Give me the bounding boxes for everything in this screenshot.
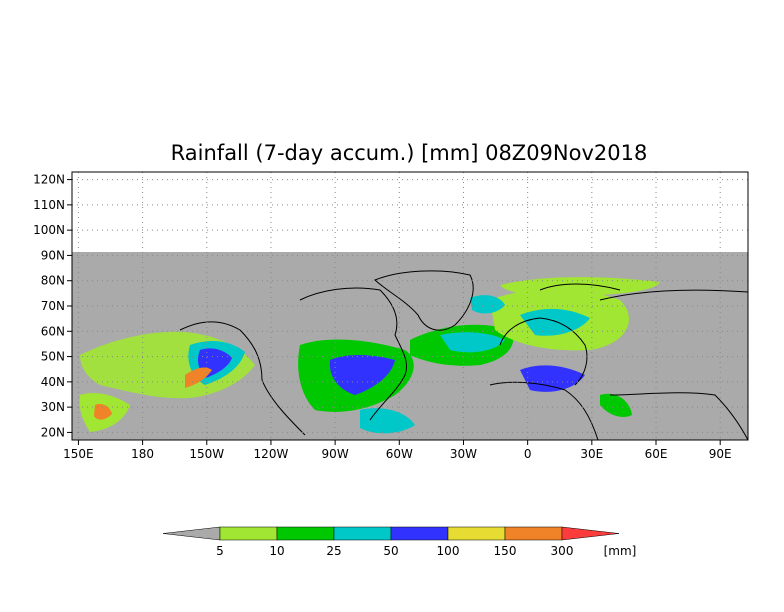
legend-swatch	[219, 526, 278, 541]
legend-threshold-label: 25	[326, 544, 341, 558]
coastline-europe	[499, 283, 621, 386]
lon-tick-label: 120W	[254, 447, 289, 461]
lat-tick-label: 110N	[33, 198, 65, 212]
lat-tick-label: 80N	[41, 274, 65, 288]
legend-unit: [mm]	[604, 544, 637, 558]
rain-field-atlantic-core	[440, 332, 505, 353]
lon-tick-label: 150E	[63, 447, 94, 461]
lon-tick-label: 30W	[450, 447, 477, 461]
lat-tick-label: 90N	[41, 248, 65, 262]
rain-field-na-core	[329, 355, 395, 395]
map-panel: 120N 110N 100N 90N 80N 70N 60N 50N 40N 30N 20N 150…	[33, 171, 749, 461]
legend-threshold-label: 300	[551, 544, 574, 558]
lat-tick-label: 40N	[41, 375, 65, 389]
lon-tick-label: 150W	[189, 447, 224, 461]
legend-below-triangle	[162, 526, 221, 541]
lat-tick-label: 120N	[33, 173, 65, 187]
legend-threshold-label: 5	[216, 544, 224, 558]
rain-field-middle-east	[600, 393, 632, 417]
lat-tick-label: 20N	[41, 425, 65, 439]
lat-tick-label: 50N	[41, 350, 65, 364]
map-title: Rainfall (7-day accum.) [mm] 08Z09Nov201…	[171, 141, 648, 165]
lat-tick-label: 100N	[33, 223, 65, 237]
longitude-axis: 150E 180 150W 120W 90W 60W 30W 0 30E 60E 90E	[63, 440, 732, 461]
rain-field-wpac-core	[94, 404, 112, 420]
coastline-north-america	[179, 287, 408, 436]
lon-tick-label: 60W	[386, 447, 413, 461]
rain-field-europe-core	[520, 308, 590, 336]
legend-threshold-label: 150	[494, 544, 517, 558]
color-legend: 5 10 25 50 100 150 300	[162, 526, 620, 558]
lat-tick-label: 70N	[41, 299, 65, 313]
lon-tick-label: 90E	[709, 447, 732, 461]
coastline-africa	[489, 381, 599, 441]
legend-swatch	[447, 526, 506, 541]
legend-swatch	[504, 526, 563, 541]
coastlines	[179, 270, 749, 441]
legend-threshold-label: 100	[437, 544, 460, 558]
lat-tick-label: 30N	[41, 400, 65, 414]
rainfall-fields	[79, 277, 660, 434]
lon-tick-label: 0	[524, 447, 532, 461]
rain-field-arctic	[500, 277, 660, 296]
coastline-greenland	[374, 270, 474, 331]
coastline-asia	[599, 289, 749, 441]
lon-tick-label: 60E	[645, 447, 668, 461]
lon-tick-label: 30E	[580, 447, 603, 461]
legend-threshold-label: 10	[269, 544, 284, 558]
latitude-axis: 120N 110N 100N 90N 80N 70N 60N 50N 40N 30N 20N	[33, 173, 72, 439]
legend-threshold-label: 50	[383, 544, 398, 558]
lat-tick-label: 60N	[41, 324, 65, 338]
lon-tick-label: 90W	[322, 447, 349, 461]
legend-swatch	[333, 526, 392, 541]
legend-swatch	[276, 526, 335, 541]
lon-tick-label: 180	[131, 447, 154, 461]
rain-field-pacific-max	[185, 367, 212, 388]
legend-swatch	[390, 526, 449, 541]
rain-field-med	[520, 365, 585, 392]
rain-field-greenland-sea	[470, 295, 505, 314]
legend-swatch	[561, 526, 620, 541]
